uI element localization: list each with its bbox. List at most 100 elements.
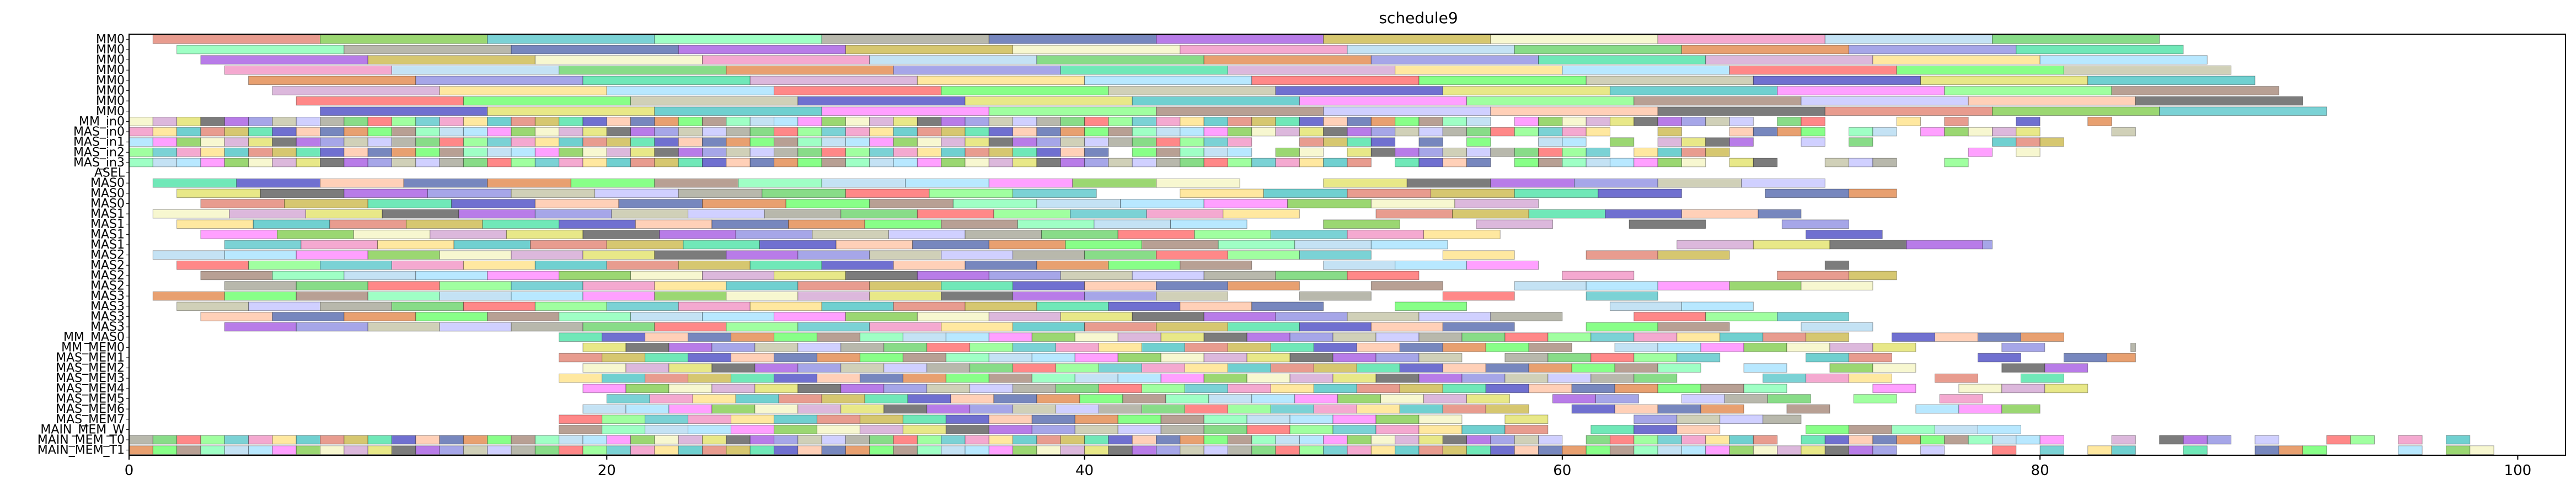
gantt-bar: [1227, 137, 1252, 147]
gantt-bar: [1700, 404, 1744, 414]
gantt-bar: [415, 117, 440, 126]
gantt-bar: [1586, 250, 1658, 260]
gantt-bar: [1084, 76, 1252, 85]
gantt-bar: [1036, 199, 1121, 208]
gantt-bar: [988, 137, 1014, 147]
gantt-bar: [1406, 178, 1491, 188]
gantt-bar: [797, 147, 822, 157]
gantt-bar: [1084, 127, 1109, 137]
gantt-bar: [1208, 394, 1252, 403]
gantt-bar: [702, 271, 774, 281]
gantt-bar: [1586, 147, 1610, 157]
gantt-bar: [248, 147, 273, 157]
gantt-bar: [200, 445, 225, 455]
gantt-bar: [152, 291, 225, 301]
gantt-bar: [1614, 363, 1658, 373]
gantt-bar: [988, 127, 1014, 137]
gantt-bar: [1074, 414, 1118, 424]
gantt-bar: [606, 445, 631, 455]
gantt-bar: [2016, 147, 2041, 157]
gantt-bar: [1562, 117, 1587, 126]
gantt-bar: [439, 322, 512, 332]
gantt-bar: [678, 158, 703, 168]
gantt-bar: [1122, 394, 1166, 403]
gantt-bar: [702, 117, 727, 126]
gantt-bar: [845, 137, 870, 147]
gantt-bar: [893, 435, 918, 445]
gantt-bar: [1586, 322, 1658, 332]
gantt-bar: [582, 343, 626, 352]
gantt-bar: [559, 373, 603, 383]
gantt-bar: [602, 353, 646, 363]
gantt-bar: [1461, 425, 1506, 434]
gantt-bar: [152, 137, 178, 147]
gantt-bar: [773, 86, 942, 95]
gantt-bar: [1657, 384, 1701, 393]
gantt-bar: [1155, 250, 1228, 260]
gantt-bar: [1155, 158, 1181, 168]
gantt-bar: [1590, 353, 1635, 363]
gantt-bar: [1514, 45, 1682, 55]
gantt-bar: [731, 373, 774, 383]
gantt-bar: [1060, 158, 1085, 168]
gantt-bar: [941, 86, 1109, 95]
x-tick-label: 80: [2031, 462, 2049, 479]
y-tick-label: MM0: [96, 33, 125, 46]
gantt-bar: [1872, 127, 1897, 137]
gantt-bar: [1944, 158, 1969, 168]
gantt-bar: [1275, 86, 1443, 95]
gantt-bar: [773, 117, 799, 126]
gantt-bar: [511, 322, 583, 332]
gantt-bar: [1313, 363, 1357, 373]
gantt-bar: [1609, 117, 1635, 126]
gantt-bar: [1418, 158, 1443, 168]
gantt-bar: [1763, 414, 1802, 424]
gantt-bar: [1084, 291, 1156, 301]
gantt-bar: [1681, 301, 1754, 311]
gantt-bar: [595, 188, 679, 198]
gantt-bar: [678, 188, 763, 198]
gantt-bar: [1824, 260, 1850, 270]
gantt-bar: [1677, 332, 1721, 342]
gantt-bar: [1958, 384, 2002, 393]
gantt-bar: [1370, 137, 1396, 147]
gantt-bar: [1920, 445, 1945, 455]
gantt-bar: [1395, 260, 1468, 270]
gantt-bar: [1160, 332, 1204, 342]
gantt-bar: [988, 106, 1156, 116]
gantt-bar: [1079, 394, 1123, 403]
gantt-bar: [1514, 117, 1539, 126]
gantt-bar: [224, 117, 249, 126]
gantt-bar: [606, 147, 631, 157]
gantt-bar: [1657, 137, 1682, 147]
gantt-bar: [200, 435, 225, 445]
gantt-bar: [1872, 435, 1897, 445]
gantt-bar: [1108, 137, 1133, 147]
gantt-bar: [1677, 353, 1721, 363]
gantt-bar: [1332, 332, 1377, 342]
gantt-bar: [797, 158, 822, 168]
gantt-bar: [1347, 312, 1420, 321]
gantt-bar: [1824, 106, 1993, 116]
gantt-bar: [2445, 445, 2471, 455]
gantt-bar: [606, 137, 631, 147]
gantt-bar: [797, 117, 822, 126]
gantt-bar: [1203, 55, 1372, 64]
gantt-bar: [941, 219, 1018, 229]
gantt-bar: [945, 425, 989, 434]
gantt-bar: [415, 147, 440, 157]
gantt-bar: [1504, 353, 1549, 363]
gantt-bar: [711, 363, 756, 373]
gantt-bar: [415, 137, 440, 147]
gantt-bar: [1155, 127, 1181, 137]
gantt-bar: [1013, 343, 1057, 352]
gantt-bar: [224, 435, 249, 445]
gantt-bar: [1203, 373, 1247, 383]
gantt-bar: [668, 384, 713, 393]
gantt-bar: [1849, 445, 1873, 455]
gantt-bar: [1056, 363, 1100, 373]
gantt-bar: [1743, 363, 1787, 373]
gantt-bar: [296, 147, 321, 157]
gantt-bar: [988, 312, 1061, 321]
gantt-bar: [988, 445, 1014, 455]
